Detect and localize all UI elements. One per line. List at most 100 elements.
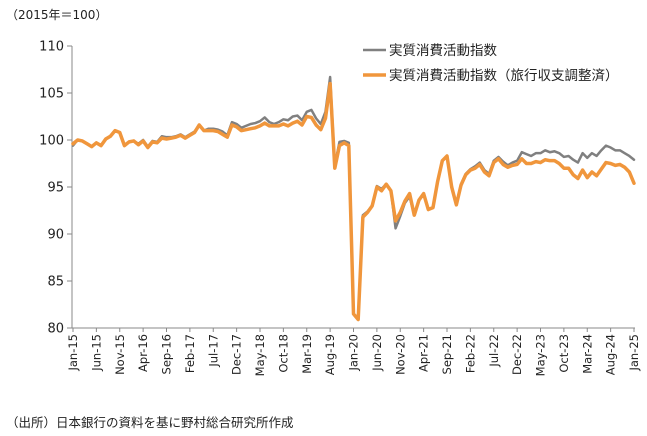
data-point-series-1: [245, 125, 247, 127]
data-point-series-2: [619, 163, 621, 166]
data-point-series-2: [133, 140, 135, 142]
data-point-series-2: [231, 124, 233, 126]
data-point-series-1: [581, 152, 584, 154]
data-point-series-2: [380, 190, 383, 192]
data-point-series-2: [558, 162, 560, 165]
source-note: （出所）日本銀行の資料を基に野村総合研究所作成: [6, 415, 294, 430]
data-point-series-2: [507, 166, 509, 168]
data-point-series-1: [525, 153, 528, 155]
data-point-series-1: [306, 111, 308, 113]
data-point-series-2: [137, 144, 140, 146]
data-point-series-2: [591, 171, 593, 173]
data-point-series-1: [577, 161, 579, 164]
data-point-series-2: [100, 145, 102, 147]
data-point-series-1: [633, 159, 635, 161]
x-tick-label: Jan-20: [347, 334, 361, 372]
x-tick-label: Nov-15: [113, 334, 127, 375]
y-tick-label: 100: [39, 134, 64, 149]
data-point-series-2: [357, 318, 359, 321]
data-point-series-1: [586, 157, 588, 159]
data-point-series-2: [488, 175, 490, 177]
data-point-series-2: [296, 120, 298, 122]
data-point-series-2: [511, 164, 514, 166]
y-tick-label: 105: [39, 87, 64, 102]
y-tick-label: 110: [39, 40, 64, 55]
data-point-series-2: [479, 163, 481, 166]
data-point-series-1: [315, 117, 317, 119]
data-point-series-1: [614, 149, 616, 151]
data-point-series-1: [259, 120, 261, 122]
data-point-series-1: [521, 151, 523, 153]
x-tick-label: May-23: [534, 334, 548, 376]
data-point-series-2: [184, 137, 186, 139]
axes: 80 85 90 95 100 105 110 Jan-15 Jun-15 Nov-15 Apr-1…: [39, 40, 641, 377]
data-point-series-2: [432, 207, 434, 209]
data-point-series-2: [399, 211, 401, 213]
x-tick-label: Sep-21: [440, 334, 454, 374]
series-line-2: [71, 81, 636, 322]
data-point-series-2: [371, 205, 373, 207]
data-point-series-2: [123, 145, 126, 147]
x-tick-label: Jul-22: [487, 334, 501, 368]
x-tick-label: Oct-23: [557, 334, 571, 373]
data-point-series-2: [217, 130, 219, 133]
data-point-series-2: [175, 136, 177, 138]
data-point-series-2: [77, 139, 79, 141]
x-tick-label: Aug-24: [604, 334, 618, 375]
data-point-series-1: [558, 152, 560, 154]
data-point-series-1: [624, 152, 626, 154]
data-point-series-2: [105, 138, 107, 140]
data-point-series-2: [114, 130, 116, 132]
y-tick-label: 85: [47, 275, 64, 290]
data-point-series-2: [535, 161, 537, 163]
data-point-series-2: [119, 131, 121, 134]
data-point-series-2: [250, 128, 252, 130]
x-tick-label: Nov-20: [393, 334, 407, 375]
data-point-series-2: [614, 164, 616, 166]
data-point-series-2: [282, 123, 284, 125]
data-point-series-2: [236, 126, 238, 128]
data-point-series-1: [511, 161, 514, 164]
data-point-series-2: [525, 162, 528, 165]
x-tick-label: Jul-17: [206, 334, 220, 368]
x-tick-label: May-18: [253, 334, 267, 376]
data-point-series-1: [567, 155, 570, 157]
legend-label-1: 実質消費活動指数: [389, 43, 497, 59]
data-point-series-1: [296, 114, 298, 117]
data-point-series-1: [600, 149, 602, 151]
x-tick-label: Jan-15: [66, 334, 80, 372]
data-point-series-1: [278, 121, 280, 123]
data-point-series-2: [179, 134, 182, 136]
data-point-series-2: [310, 116, 313, 119]
data-point-series-1: [320, 123, 322, 125]
x-tick-label: Apr-21: [417, 334, 431, 372]
data-point-series-2: [315, 124, 317, 126]
data-point-series-2: [240, 130, 242, 132]
data-point-series-2: [170, 137, 172, 139]
data-point-series-2: [203, 130, 205, 132]
data-point-series-2: [91, 145, 93, 148]
data-point-series-2: [109, 135, 111, 137]
data-point-series-2: [343, 142, 345, 144]
data-point-series-1: [563, 156, 565, 158]
data-point-series-2: [366, 211, 369, 213]
data-point-series-1: [348, 142, 350, 144]
x-tick-label: Dec-17: [230, 334, 244, 375]
data-point-series-2: [465, 174, 467, 176]
data-point-series-2: [254, 127, 256, 129]
data-point-series-2: [193, 131, 196, 134]
series-layer: [71, 75, 636, 322]
data-point-series-1: [282, 118, 284, 120]
x-tick-label: Aug-19: [323, 334, 337, 375]
data-point-series-1: [254, 122, 256, 124]
data-point-series-2: [394, 220, 397, 222]
data-point-series-2: [147, 146, 149, 149]
data-point-series-2: [95, 142, 97, 144]
data-point-series-2: [483, 171, 485, 173]
data-point-series-2: [451, 186, 453, 188]
data-point-series-2: [610, 162, 612, 165]
data-point-series-2: [474, 167, 476, 169]
data-point-series-2: [352, 313, 355, 315]
data-point-series-1: [516, 160, 518, 162]
